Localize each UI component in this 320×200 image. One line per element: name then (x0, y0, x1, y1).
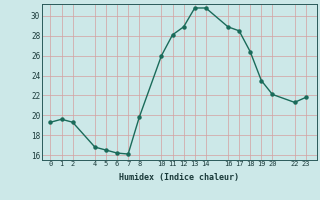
X-axis label: Humidex (Indice chaleur): Humidex (Indice chaleur) (119, 173, 239, 182)
